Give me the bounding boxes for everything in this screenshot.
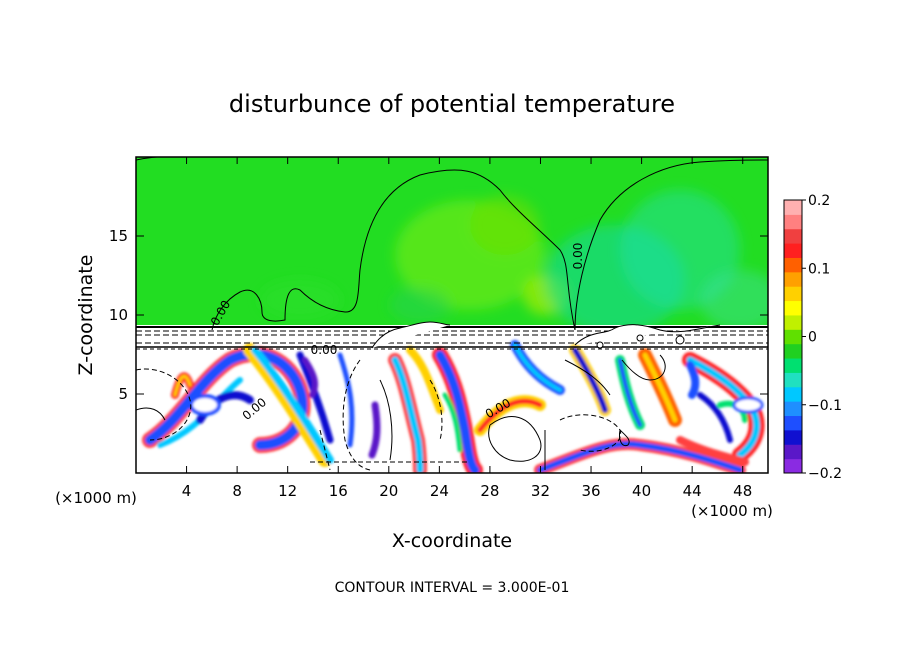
- chart-title: disturbunce of potential temperature: [229, 90, 675, 118]
- x-tick-label: 24: [430, 482, 449, 500]
- colorbar-swatch: [784, 458, 802, 474]
- colorbar-swatch: [784, 444, 802, 460]
- plot-area: [136, 157, 768, 473]
- lower-layer-streaks: [142, 340, 765, 473]
- colorbar-tick-label: 0.1: [808, 261, 830, 277]
- colorbar-tick-label: −0.2: [808, 466, 842, 482]
- x-tick-label: 36: [581, 482, 600, 500]
- colorbar-swatch: [784, 415, 802, 431]
- x-tick-label: 40: [632, 482, 651, 500]
- x-tick-label: 4: [182, 482, 192, 500]
- colorbar-swatch: [784, 243, 802, 258]
- x-unit-left: (×1000 m): [55, 489, 137, 507]
- colorbar-swatch: [784, 372, 802, 388]
- colorbar-swatch: [784, 286, 802, 302]
- x-tick-label: 28: [480, 482, 499, 500]
- x-tick-label: 32: [531, 482, 550, 500]
- colorbar-swatch: [784, 401, 802, 417]
- colorbar-swatch: [784, 386, 802, 402]
- colorbar-swatch: [784, 343, 802, 359]
- colorbar-tick-label: 0.2: [808, 193, 830, 209]
- contour-interval-note: CONTOUR INTERVAL = 3.000E-01: [335, 580, 570, 596]
- x-unit-right: (×1000 m): [691, 502, 773, 520]
- band-structures: [371, 321, 721, 349]
- colorbar-swatch: [784, 314, 802, 330]
- colorbar-swatch: [784, 271, 802, 287]
- y-tick-label: 5: [118, 385, 128, 403]
- colorbar-swatch: [784, 214, 802, 230]
- transition-band: [136, 325, 768, 347]
- colorbar-swatch: [784, 358, 802, 373]
- x-tick-label: 8: [232, 482, 242, 500]
- y-axis-label: Z-coordinate: [75, 255, 97, 376]
- y-tick-label: 10: [109, 306, 128, 324]
- colorbar-swatch: [784, 200, 802, 215]
- colorbar-tick-label: 0: [808, 330, 817, 346]
- x-tick-label: 12: [278, 482, 297, 500]
- x-axis: 4 8 12 16 20 24 28 32 36 40 44 48: [182, 157, 752, 500]
- x-tick-label: 16: [329, 482, 348, 500]
- contour-label: 0.00: [311, 343, 338, 357]
- colorbar-swatch: [784, 228, 802, 244]
- colorbar-tick-label: −0.1: [808, 398, 842, 414]
- colorbar-swatch: [784, 257, 802, 273]
- x-tick-label: 44: [683, 482, 702, 500]
- y-axis: 5 10 15: [109, 227, 768, 403]
- colorbar: 0.2 0.1 0 −0.1 −0.2: [783, 193, 842, 482]
- y-tick-label: 15: [109, 227, 128, 245]
- colorbar-swatch: [784, 329, 802, 345]
- x-tick-label: 48: [733, 482, 752, 500]
- upper-layer-variation: [260, 190, 768, 335]
- colorbar-swatch: [784, 429, 802, 445]
- x-tick-label: 20: [379, 482, 398, 500]
- colorbar-swatch: [784, 300, 802, 316]
- x-axis-label: X-coordinate: [392, 530, 512, 552]
- contour-label: 0.00: [571, 243, 585, 270]
